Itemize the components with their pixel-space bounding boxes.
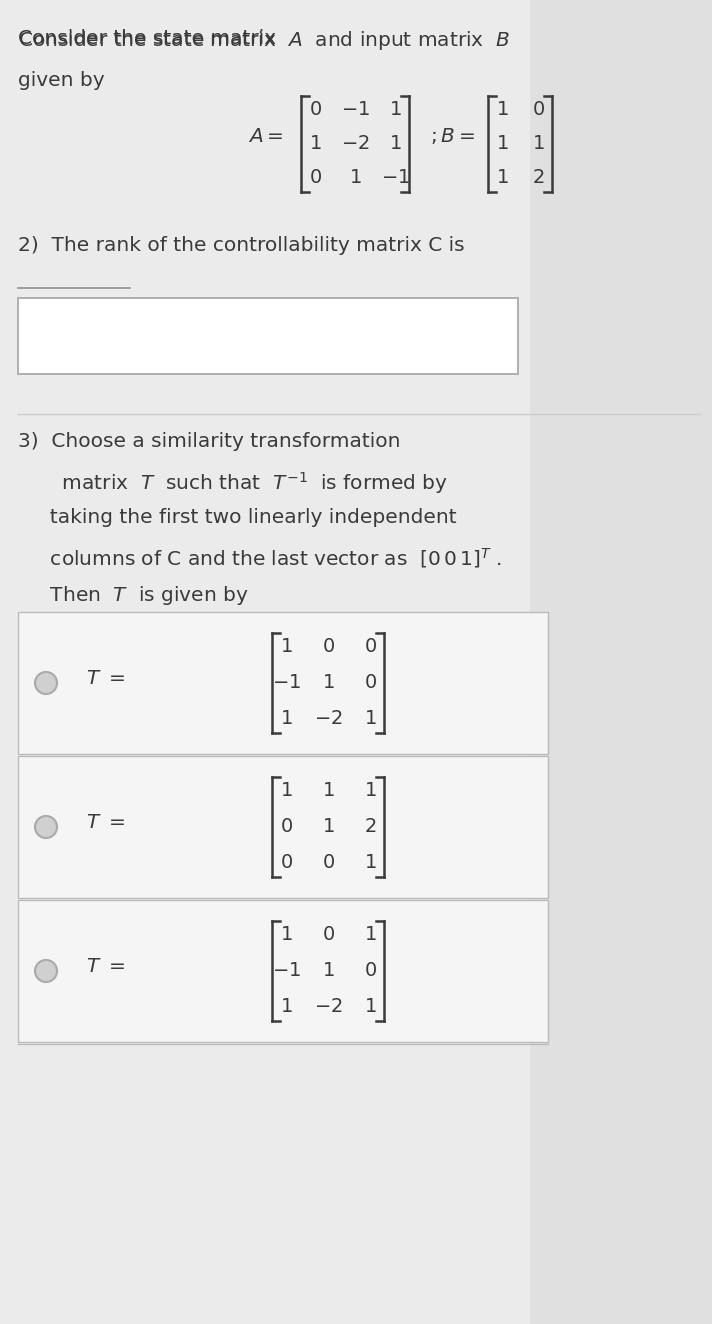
Text: $1$: $1$ [364, 854, 377, 873]
Text: $-1$: $-1$ [340, 101, 370, 119]
Text: $-2$: $-2$ [314, 998, 342, 1016]
Text: $0$: $0$ [308, 101, 322, 119]
Text: $0$: $0$ [308, 169, 322, 187]
Text: Consider the state matrix: Consider the state matrix [18, 29, 289, 48]
Text: $; B =$: $; B =$ [430, 126, 475, 146]
Text: $1$: $1$ [349, 169, 361, 187]
FancyBboxPatch shape [530, 0, 712, 1324]
Text: $0$: $0$ [322, 925, 335, 944]
Text: $-1$: $-1$ [380, 169, 409, 187]
Text: $1$: $1$ [280, 782, 293, 800]
Text: $0$: $0$ [280, 854, 293, 873]
Text: $1$: $1$ [280, 998, 293, 1016]
Circle shape [35, 960, 57, 982]
Text: $1$: $1$ [364, 998, 377, 1016]
Text: $1$: $1$ [389, 135, 402, 154]
Text: $-2$: $-2$ [314, 710, 342, 728]
Text: $0$: $0$ [364, 638, 377, 655]
Circle shape [35, 673, 57, 694]
Circle shape [35, 816, 57, 838]
Text: columns of C and the last vector as  $[0\,0\,1]^T$ .: columns of C and the last vector as $[0\… [18, 545, 502, 569]
Text: $1$: $1$ [322, 818, 335, 835]
Text: $2$: $2$ [532, 169, 544, 187]
Text: $2$: $2$ [364, 818, 376, 835]
Text: $1$: $1$ [309, 135, 321, 154]
Text: $0$: $0$ [364, 963, 377, 980]
Text: $-1$: $-1$ [271, 674, 300, 692]
Text: $-2$: $-2$ [340, 135, 370, 154]
Text: 2)  The rank of the controllability matrix C is: 2) The rank of the controllability matri… [18, 236, 465, 256]
Text: $0$: $0$ [322, 854, 335, 873]
Text: $T\ =$: $T\ =$ [86, 957, 125, 977]
Text: $T\ =$: $T\ =$ [86, 813, 125, 833]
Text: $0$: $0$ [322, 638, 335, 655]
FancyBboxPatch shape [18, 298, 518, 373]
Text: $1$: $1$ [322, 782, 335, 800]
Text: $0$: $0$ [364, 674, 377, 692]
Text: $T\ =$: $T\ =$ [86, 670, 125, 688]
Text: $1$: $1$ [364, 782, 377, 800]
Text: $1$: $1$ [322, 963, 335, 980]
Text: $1$: $1$ [280, 638, 293, 655]
Text: $1$: $1$ [496, 135, 508, 154]
FancyBboxPatch shape [18, 612, 548, 753]
Text: $1$: $1$ [280, 710, 293, 728]
Text: Consider the state matrix  $\mathit{A}$  and input matrix  $\mathit{B}$: Consider the state matrix $\mathit{A}$ a… [18, 29, 511, 52]
Text: $1$: $1$ [364, 710, 377, 728]
Text: taking the first two linearly independent: taking the first two linearly independen… [18, 508, 456, 527]
Text: $1$: $1$ [322, 674, 335, 692]
FancyBboxPatch shape [18, 756, 548, 898]
FancyBboxPatch shape [18, 900, 548, 1042]
Text: $1$: $1$ [496, 169, 508, 187]
Text: $0$: $0$ [532, 101, 545, 119]
Text: $1$: $1$ [496, 101, 508, 119]
Text: Then  $\mathit{T}$  is given by: Then $\mathit{T}$ is given by [18, 584, 248, 606]
Text: 3)  Choose a similarity transformation: 3) Choose a similarity transformation [18, 432, 400, 451]
Text: $-1$: $-1$ [271, 963, 300, 980]
Text: $A =$: $A =$ [248, 127, 283, 146]
Text: $1$: $1$ [280, 925, 293, 944]
Text: matrix  $\mathit{T}$  such that  $\mathit{T}^{-1}$  is formed by: matrix $\mathit{T}$ such that $\mathit{T… [30, 470, 448, 496]
Text: given by: given by [18, 71, 105, 90]
Text: $1$: $1$ [364, 925, 377, 944]
Text: $1$: $1$ [389, 101, 402, 119]
Text: $0$: $0$ [280, 818, 293, 835]
Text: $1$: $1$ [532, 135, 544, 154]
